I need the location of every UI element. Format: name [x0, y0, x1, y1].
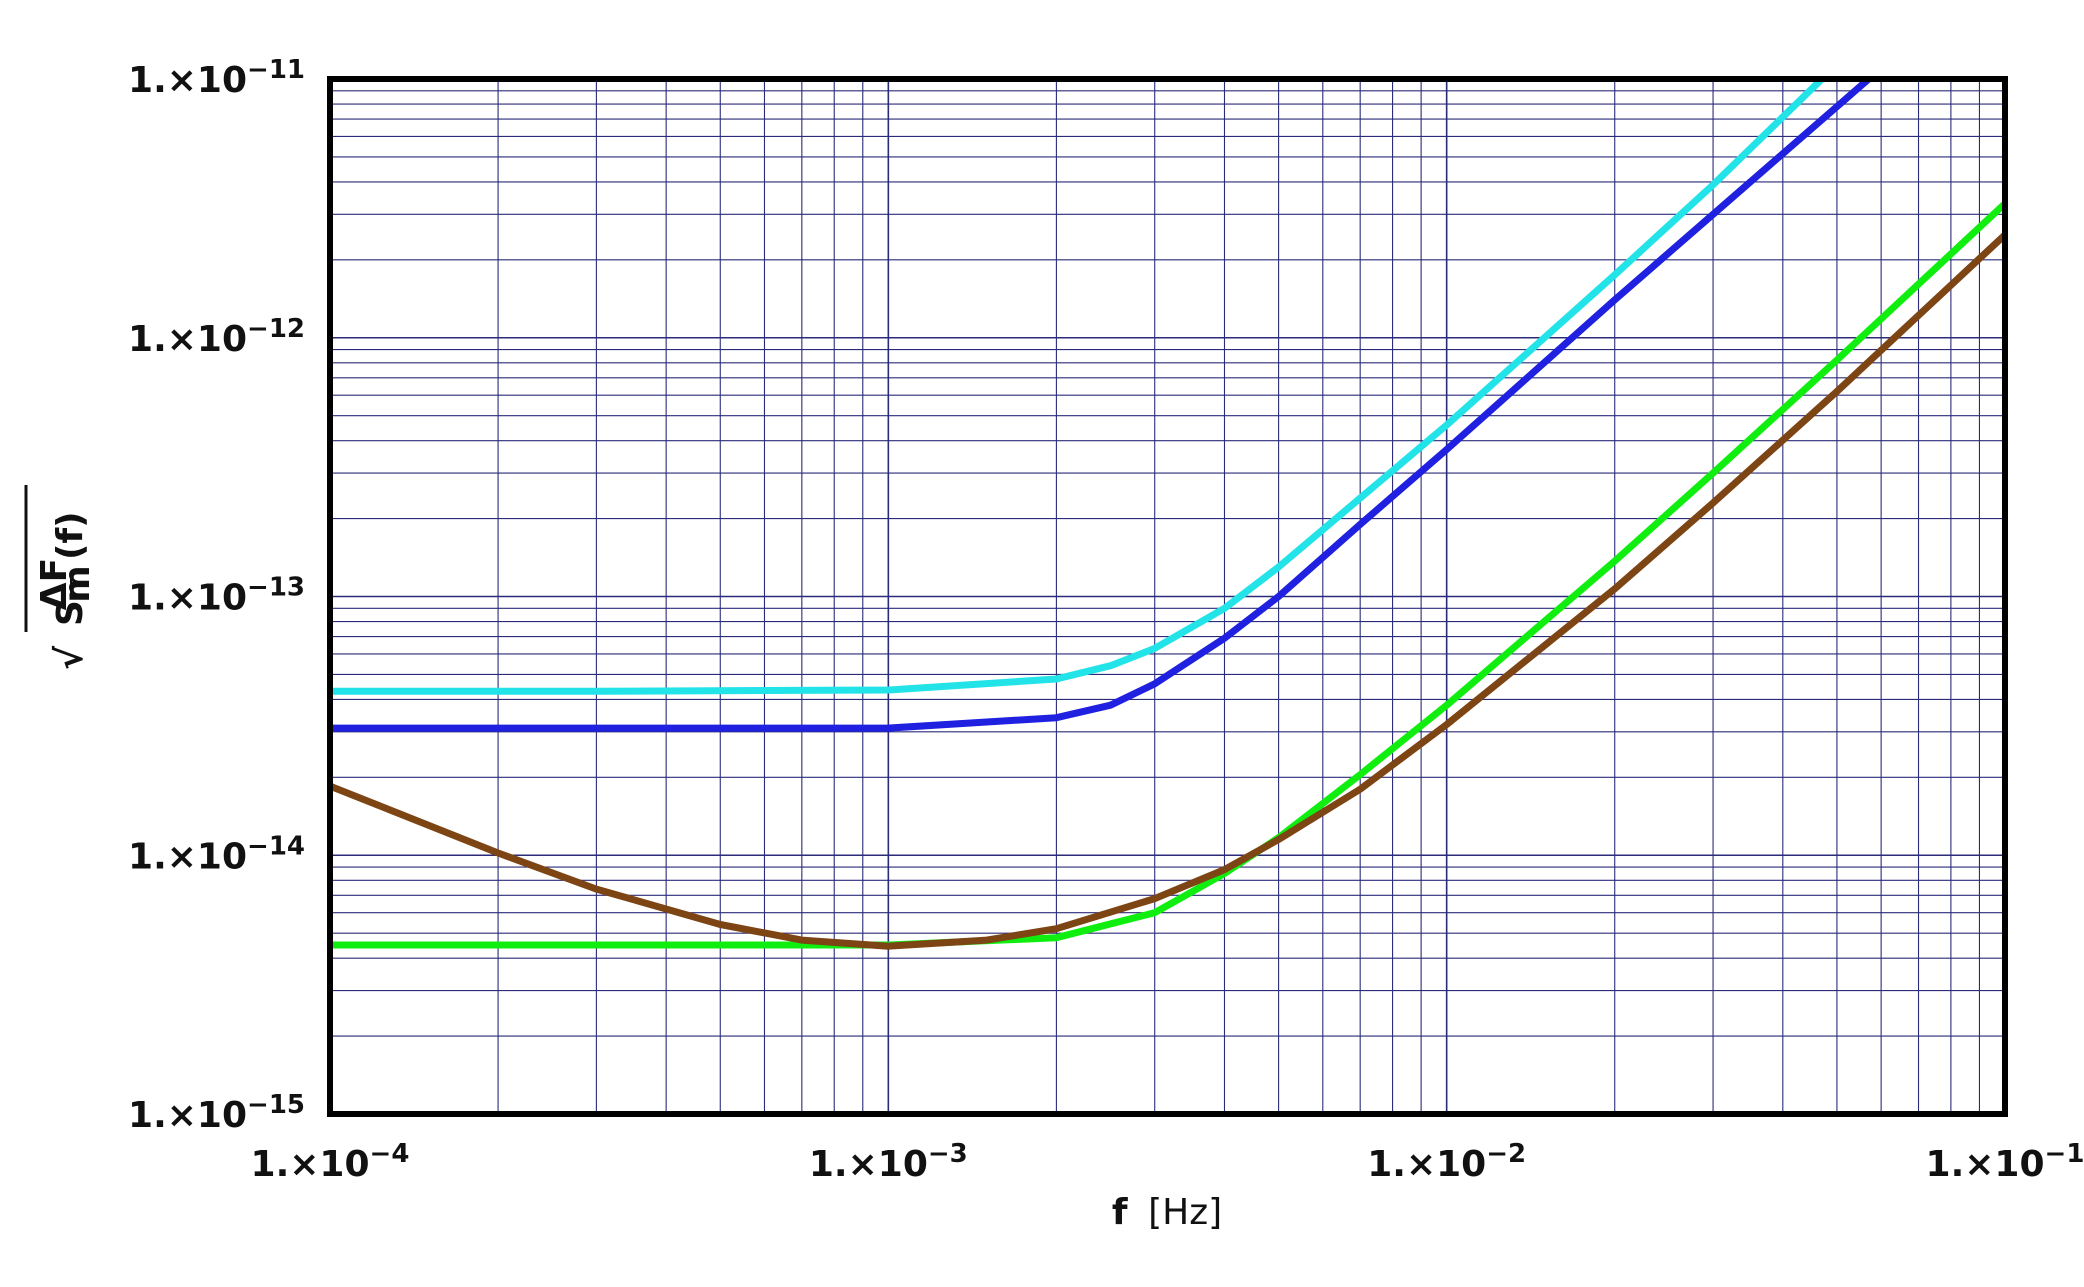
- y-axis-denominator: m: [57, 565, 98, 603]
- y-axis-argument: (f): [50, 511, 91, 560]
- grid: [329, 79, 2005, 1115]
- series-line-2: [330, 76, 1871, 732]
- x-tick-labels: 1.×10−4 1.×10−3 1.×10−2 1.×10−1: [251, 1139, 2084, 1185]
- series-line-4: [328, 232, 2008, 950]
- series-line-1: [330, 76, 1825, 695]
- series-line-3: [330, 201, 2008, 949]
- y-tick-label: 1.×10−13: [128, 573, 305, 619]
- x-tick-label: 1.×10−1: [1926, 1139, 2084, 1185]
- y-tick-label: 1.×10−11: [128, 55, 305, 101]
- y-tick-labels: 1.×10−11 1.×10−12 1.×10−13 1.×10−14 1.×10−15: [128, 55, 305, 1136]
- x-tick-label: 1.×10−2: [1367, 1139, 1526, 1185]
- x-tick-label: 1.×10−4: [251, 1139, 410, 1185]
- y-tick-label: 1.×10−12: [128, 314, 305, 360]
- y-axis-symbol: S: [50, 600, 91, 626]
- y-axis-radical: √: [50, 645, 91, 670]
- plot-frame: [327, 76, 2008, 1117]
- x-axis-title-main: f: [1112, 1192, 1128, 1233]
- x-axis-title: f [Hz]: [1112, 1192, 1222, 1233]
- series-lines: [328, 76, 2008, 950]
- y-axis-numerator: ΔF: [34, 558, 75, 610]
- y-tick-label: 1.×10−14: [128, 831, 305, 877]
- y-tick-label: 1.×10−15: [128, 1090, 305, 1136]
- x-tick-label: 1.×10−3: [809, 1139, 968, 1185]
- y-axis-title: √ S ΔF m (f): [24, 485, 98, 670]
- x-axis-title-unit: [Hz]: [1148, 1192, 1222, 1233]
